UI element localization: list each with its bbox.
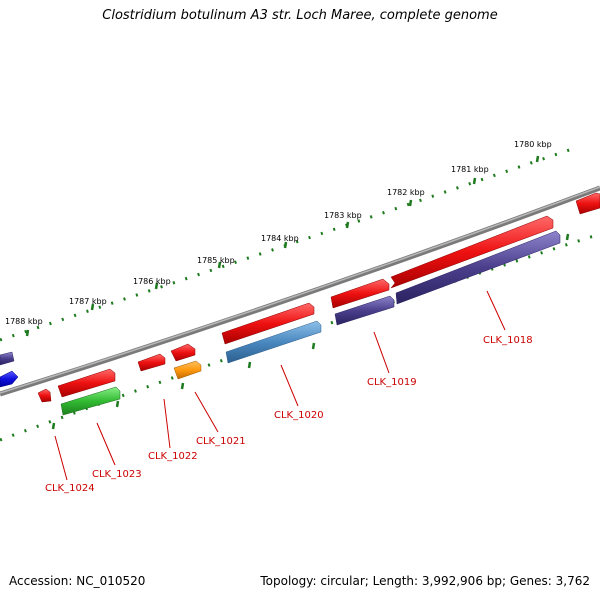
gene-label-clk-1021[interactable]: CLK_1021 bbox=[196, 436, 246, 447]
forward-genes bbox=[0, 192, 600, 403]
gene-feature[interactable] bbox=[221, 302, 315, 345]
gene-feature[interactable] bbox=[575, 192, 600, 215]
topology-text: Topology: circular; Length: 3,992,906 bp… bbox=[260, 574, 590, 588]
gene-feature[interactable] bbox=[225, 320, 322, 364]
map-title: Clostridium botulinum A3 str. Loch Maree… bbox=[102, 8, 498, 23]
gene-label-clk-1024[interactable]: CLK_1024 bbox=[45, 483, 95, 494]
gene-label-clk-1022[interactable]: CLK_1022 bbox=[148, 451, 198, 462]
ruler-label-1788: 1788 kbp bbox=[5, 317, 43, 326]
ruler-label-1783: 1783 kbp bbox=[324, 211, 362, 220]
gene-feature[interactable] bbox=[170, 343, 196, 362]
ruler-label-1785: 1785 kbp bbox=[197, 256, 235, 265]
gene-label-clk-1020[interactable]: CLK_1020 bbox=[274, 410, 324, 421]
gene-feature[interactable] bbox=[137, 353, 166, 372]
gene-label-clk-1018[interactable]: CLK_1018 bbox=[483, 335, 533, 346]
ruler-label-1781: 1781 kbp bbox=[451, 165, 489, 174]
gene-feature[interactable] bbox=[173, 360, 202, 380]
ruler-label-1780: 1780 kbp bbox=[514, 140, 552, 149]
genome-backbone-highlight bbox=[0, 186, 600, 394]
gene-feature[interactable] bbox=[60, 386, 121, 416]
gene-feature[interactable] bbox=[330, 278, 390, 309]
ruler-label-1786: 1786 kbp bbox=[133, 277, 171, 286]
gene-feature[interactable] bbox=[57, 368, 116, 398]
gene-label-clk-1023[interactable]: CLK_1023 bbox=[92, 469, 142, 480]
gene-feature[interactable] bbox=[390, 215, 554, 289]
ruler-label-1782: 1782 kbp bbox=[387, 188, 425, 197]
gene-labels: CLK_1018 CLK_1019 CLK_1020 CLK_1021 CLK_… bbox=[45, 335, 533, 494]
genome-backbone bbox=[0, 185, 600, 397]
accession-text: Accession: NC_010520 bbox=[9, 574, 146, 588]
ruler-label-1787: 1787 kbp bbox=[69, 297, 107, 306]
gene-feature[interactable] bbox=[395, 230, 561, 305]
gene-label-clk-1019[interactable]: CLK_1019 bbox=[367, 377, 417, 388]
gene-feature[interactable] bbox=[334, 295, 395, 326]
reverse-genes bbox=[0, 230, 561, 416]
label-leader-lines bbox=[54, 290, 506, 481]
gene-feature[interactable] bbox=[37, 388, 52, 403]
gene-feature[interactable] bbox=[0, 351, 15, 366]
gene-feature[interactable] bbox=[0, 370, 19, 388]
ruler-label-1784: 1784 kbp bbox=[261, 234, 299, 243]
ruler-labels: 1780 kbp 1781 kbp 1782 kbp 1783 kbp 1784… bbox=[5, 140, 552, 326]
outer-ruler-major-ticks bbox=[25, 155, 540, 337]
